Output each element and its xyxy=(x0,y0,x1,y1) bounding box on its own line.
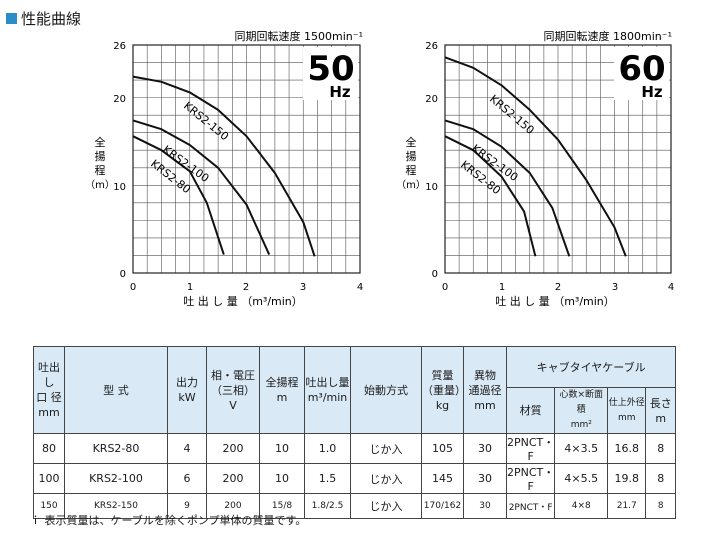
table-row: 100 KRS2-100 6 200 10 1.5 じか入 145 30 2PN… xyxy=(33,463,677,494)
series-line-krs2-100 xyxy=(444,119,571,257)
chart-60hz: 同期回転速度 1800min⁻¹ 60 Hz 26 20 10 0 0 1 2 … xyxy=(396,29,674,308)
x-tick: 0 xyxy=(130,282,136,293)
x-ticks-60hz: 0 1 2 3 4 xyxy=(442,282,674,293)
header-discharge: 吐出し量 m³/min xyxy=(304,346,351,434)
curve-label-krs2-150: KRS2-150 xyxy=(487,92,537,137)
x-tick: 0 xyxy=(442,282,448,293)
header-cable: キャブタイヤケーブル xyxy=(505,346,677,388)
table-row: 80 KRS2-80 4 200 10 1.0 じか入 105 30 2PNCT… xyxy=(33,433,677,464)
y-tick: 10 xyxy=(113,182,126,193)
curves-50hz xyxy=(132,75,316,257)
series-line-krs2-150 xyxy=(444,56,627,257)
hz-unit-50: Hz xyxy=(329,83,351,101)
y-ticks-60hz: 26 20 10 0 xyxy=(425,41,438,280)
hz-number-50: 50 xyxy=(307,49,354,89)
y-axis-label-50hz: 全 揚 程 （m） xyxy=(85,135,115,191)
y-tick: 26 xyxy=(425,41,438,52)
x-tick: 3 xyxy=(300,282,306,293)
spec-table: 吐出し 口 径 mm 型 式 出力 kW 相・電圧 （三相） V 全揚程 m 吐… xyxy=(33,346,677,519)
speed-label-60hz: 同期回転速度 1800min⁻¹ xyxy=(544,29,672,43)
y-axis-char: 全 xyxy=(406,135,417,149)
header-foreign-passage: 異物 通過径 mm xyxy=(463,346,507,434)
chart-50hz: 同期回転速度 1500min⁻¹ 50 Hz 26 20 10 0 0 1 2 … xyxy=(85,29,363,308)
y-axis-char: 揚 xyxy=(95,150,106,163)
x-tick: 1 xyxy=(187,282,193,293)
header-mass: 質量 （重量） kg xyxy=(421,346,466,434)
x-tick: 3 xyxy=(612,282,618,293)
heading-square-icon xyxy=(6,12,17,24)
header-outlet: 吐出し 口 径 mm xyxy=(33,346,65,434)
y-tick: 20 xyxy=(113,94,126,105)
header-model: 型 式 xyxy=(64,346,168,434)
series-line-krs2-150 xyxy=(132,75,316,257)
x-tick: 4 xyxy=(668,282,674,293)
x-ticks-50hz: 0 1 2 3 4 xyxy=(130,282,363,293)
x-tick: 2 xyxy=(555,282,561,293)
header-cable-material: 材質 xyxy=(505,387,556,434)
y-tick: 0 xyxy=(120,269,126,280)
performance-charts: 同期回転速度 1500min⁻¹ 50 Hz 26 20 10 0 0 1 2 … xyxy=(85,29,674,308)
y-axis-char: （m） xyxy=(396,179,426,191)
x-tick: 1 xyxy=(499,282,505,293)
header-cable-length: 長さ m xyxy=(645,387,677,434)
table-row: 150 KRS2-150 9 200 15/8 1.8/2.5 じか入 170/… xyxy=(33,493,677,519)
y-axis-char: 揚 xyxy=(406,150,417,163)
x-axis-label-50hz: 吐 出 し 量 （m³/min） xyxy=(183,294,303,308)
y-axis-char: 程 xyxy=(406,164,417,177)
header-head: 全揚程 m xyxy=(259,346,305,434)
y-tick: 0 xyxy=(432,269,438,280)
hz-badge-50 xyxy=(303,47,358,100)
series-line-krs2-100 xyxy=(132,119,271,256)
curve-label-krs2-150: KRS2-150 xyxy=(181,99,231,143)
speed-label-50hz: 同期回転速度 1500min⁻¹ xyxy=(235,29,363,43)
y-ticks-50hz: 26 20 10 0 xyxy=(113,41,126,280)
plot-frame-60hz xyxy=(444,44,672,274)
y-tick: 20 xyxy=(425,94,438,105)
header-cable-od: 仕上外径 mm xyxy=(607,387,647,434)
hz-badge-60 xyxy=(614,47,669,100)
y-tick: 10 xyxy=(425,182,438,193)
series-line-krs2-80 xyxy=(444,135,537,257)
x-tick: 2 xyxy=(243,282,249,293)
header-cable-cores: 心数×断面積 mm² xyxy=(554,387,609,434)
section-heading: 性能曲線 xyxy=(6,8,81,28)
heading-title: 性能曲線 xyxy=(21,9,82,28)
footnote: ｉ 表示質量は、ケーブルを除くポンプ単体の質量です。 xyxy=(30,514,307,527)
y-axis-char: 全 xyxy=(95,135,106,149)
gridlines-50hz xyxy=(133,45,360,273)
hz-number-60: 60 xyxy=(618,49,665,89)
y-axis-char: （m） xyxy=(85,179,115,191)
header-output: 出力 kW xyxy=(167,346,207,434)
header-phase-voltage: 相・電圧 （三相） V xyxy=(206,346,260,434)
curves-60hz xyxy=(444,56,627,257)
x-axis-label-60hz: 吐 出 し 量 （m³/min） xyxy=(495,294,615,308)
plot-frame-50hz xyxy=(132,44,361,274)
x-tick: 4 xyxy=(357,282,363,293)
y-tick: 26 xyxy=(113,41,126,52)
header-start-method: 始動方式 xyxy=(350,346,422,434)
series-line-krs2-80 xyxy=(132,135,225,255)
y-axis-label-60hz: 全 揚 程 （m） xyxy=(396,135,426,191)
y-axis-char: 程 xyxy=(95,164,106,177)
hz-unit-60: Hz xyxy=(641,83,663,101)
